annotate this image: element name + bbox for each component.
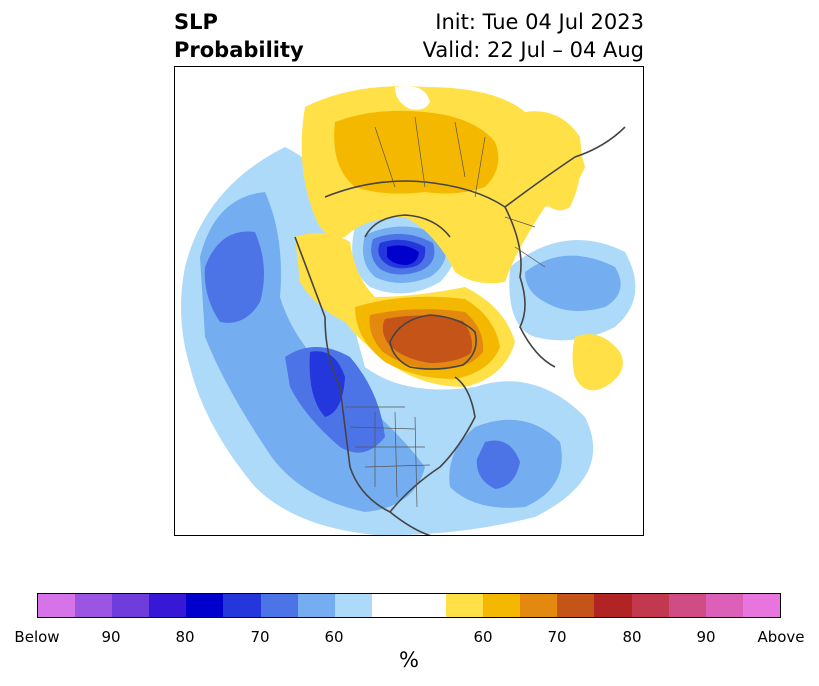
colorbar-segment (260, 594, 298, 617)
borders (345, 116, 546, 508)
arctic-ocean-low-signal (395, 86, 430, 110)
coastlines (294, 126, 626, 535)
map-title: SLP Probability (174, 8, 304, 64)
colorbar-segment (371, 594, 409, 617)
colorbar-segment (223, 594, 261, 617)
colorbar-segment (186, 594, 224, 617)
colorbar-tick-label: Below (14, 628, 60, 646)
colorbar-segment (149, 594, 187, 617)
colorbar-unit-label: % (399, 648, 419, 672)
colorbar-tick-label: 80 (622, 628, 642, 646)
init-valid-dates: Init: Tue 04 Jul 2023 Valid: 22 Jul – 04… (423, 8, 644, 64)
colorbar-tick-label: 70 (547, 628, 567, 646)
yellow-region-northafrica (572, 334, 623, 391)
colorbar-tick-label: 90 (101, 628, 121, 646)
colorbar-segment (483, 594, 521, 617)
map-panel (174, 66, 644, 536)
blue-core-pacific (204, 231, 264, 323)
mid-blue-region-europe (525, 255, 621, 311)
colorbar-segment (557, 594, 595, 617)
title-line-2: Probability (174, 38, 304, 62)
colorbar-segment (38, 594, 76, 617)
colorbar-segment (705, 594, 743, 617)
colorbar-segment (742, 594, 780, 617)
eurasia-coast (324, 126, 626, 368)
colorbar-segment (297, 594, 335, 617)
colorbar-segment (408, 594, 447, 617)
colorbar-segment (594, 594, 632, 617)
blue-core-atlantic (476, 440, 520, 489)
greenland-coast (389, 314, 477, 370)
title-line-1: SLP (174, 10, 218, 34)
colorbar-segment (75, 594, 113, 617)
deep-blue-arctic (387, 245, 419, 265)
valid-range: Valid: 22 Jul – 04 Aug (422, 38, 644, 62)
dark-orange-greenland (382, 315, 472, 363)
colorbar-segment (446, 594, 484, 617)
north-america-coast (294, 236, 476, 535)
colorbar-tick-label: 60 (473, 628, 493, 646)
init-date: Init: Tue 04 Jul 2023 (435, 10, 644, 34)
colorbar-tick-label: 80 (175, 628, 195, 646)
colorbar-tick-label: 90 (696, 628, 716, 646)
probability-map (181, 86, 636, 535)
colorbar-segment (520, 594, 558, 617)
strong-blue-westcoast (309, 351, 345, 417)
colorbar-tick-label: 60 (324, 628, 344, 646)
arctic-coast (364, 214, 451, 238)
colorbar-segment (631, 594, 669, 617)
colorbar-segment (668, 594, 706, 617)
colorbar-segment (334, 594, 372, 617)
below-normal-shading (181, 147, 636, 535)
gold-region-siberia (334, 110, 499, 194)
colorbar (37, 593, 781, 618)
colorbar-tick-label: 70 (250, 628, 270, 646)
colorbar-segment (112, 594, 150, 617)
colorbar-tick-label: Above (757, 628, 805, 646)
yellow-region-russia (525, 111, 582, 211)
